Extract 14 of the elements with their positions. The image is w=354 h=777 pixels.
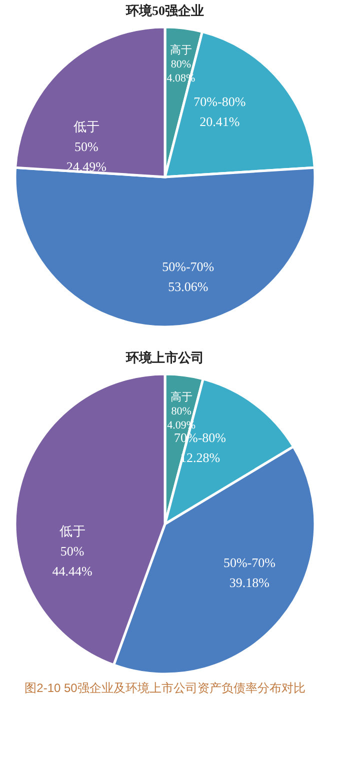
slice-label: 低于50% [59, 524, 86, 559]
chart-title: 环境50强企业 [125, 3, 204, 18]
slice-label: 70%-80% [194, 94, 246, 109]
data-label: 39.18% [229, 574, 270, 590]
slice-label: 50%-70% [223, 554, 276, 570]
slice-label: 高于80% [170, 390, 192, 418]
caption: 图2-10 50强企业及环境上市公司资产负债率分布对比 [24, 681, 306, 695]
data-label: 53.06% [168, 279, 208, 294]
slice-label: 高于80% [170, 44, 192, 71]
slice-label: 50%-70% [162, 259, 214, 274]
chart-title: 环境上市公司 [125, 350, 204, 365]
slice-label: 低于50% [73, 119, 100, 154]
data-label: 20.41% [200, 114, 240, 129]
data-label: 44.44% [52, 564, 93, 579]
